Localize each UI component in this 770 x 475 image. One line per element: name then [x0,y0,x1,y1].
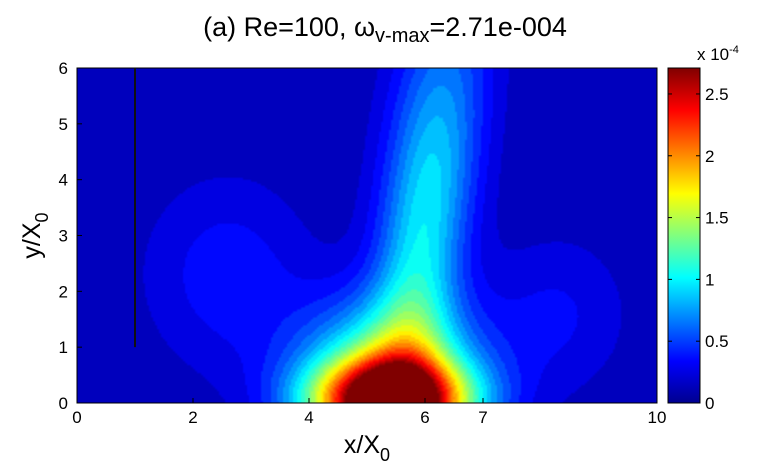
x-axis-label: x/X0 [344,431,390,465]
y-axis: 0 1 2 3 4 5 6 [59,59,82,413]
title-prefix: (a) Re=100, [203,12,354,42]
colorbar-tick-label: 0.5 [705,332,729,351]
title-symbol: ω [353,12,376,42]
colorbar-tick-label: 2 [705,147,714,166]
y-axis-label: y/X0 [18,212,52,258]
x-tick-label: 0 [72,408,81,427]
y-tick-label: 5 [59,115,68,134]
x-tick-label: 4 [304,408,313,427]
heatmap-field [77,68,657,403]
colorbar-exponent: x 10-4 [697,44,739,64]
title-suffix: =2.71e-004 [429,12,567,42]
colorbar-tick-label: 0 [705,394,714,413]
colorbar-tick-label: 2.5 [705,85,729,104]
x-tick-label: 7 [478,408,487,427]
x-tick-label: 10 [648,408,667,427]
y-tick-label: 3 [59,227,68,246]
colorbar-tick-label: 1.5 [705,209,729,228]
y-tick-label: 2 [59,282,68,301]
y-tick-label: 1 [59,338,68,357]
y-tick-label: 0 [59,394,68,413]
y-tick-label: 6 [59,59,68,78]
colorbar [667,67,701,404]
title-subscript: v-max [375,25,430,47]
chart-title: (a) Re=100, ωv-max=2.71e-004 [0,10,770,53]
colorbar-ticks: 0 0.5 1 1.5 2 2.5 [668,85,729,413]
x-tick-label: 2 [188,408,197,427]
x-tick-label: 6 [420,408,429,427]
colorbar-tick-label: 1 [705,270,714,289]
x-axis: 0 2 4 6 7 10 [72,398,666,427]
y-tick-label: 4 [59,171,68,190]
